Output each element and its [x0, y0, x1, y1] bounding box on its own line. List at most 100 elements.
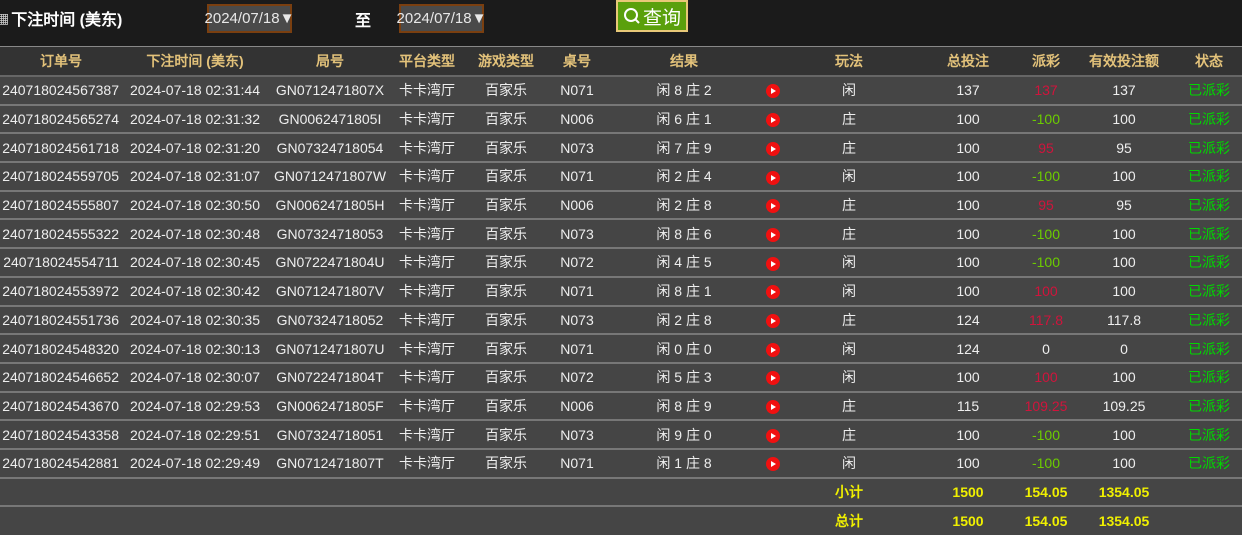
- cell-table-no: N071: [550, 448, 604, 479]
- play-video-icon[interactable]: [766, 141, 780, 156]
- cell-round-no: GN0712471807V: [268, 276, 392, 307]
- cell-game-type: 百家乐: [462, 104, 550, 135]
- play-video-icon[interactable]: [766, 285, 780, 300]
- play-video-icon[interactable]: [766, 428, 780, 443]
- column-header-status: 状态: [1176, 47, 1242, 77]
- table-row: 240718024565274 2024-07-18 02:31:32 GN0062…: [0, 104, 1242, 135]
- date-to-select[interactable]: 2024/07/18 ▼: [397, 4, 487, 33]
- play-video-icon[interactable]: [766, 313, 780, 328]
- cell-result: 闲 7 庄 9: [604, 133, 764, 164]
- table-row: 240718024555322 2024-07-18 02:30:48 GN0732…: [0, 219, 1242, 250]
- cell-platform: 卡卡湾厅: [392, 391, 462, 422]
- cell-round-no: GN07324718052: [268, 305, 392, 336]
- filter-bar: ▦ 下注时间 (美东) 2024/07/18 ▼ 至 2024/07/18 ▼ 查询: [0, 0, 1242, 47]
- cell-bet-type: 庄: [782, 219, 916, 250]
- play-video-icon[interactable]: [766, 400, 780, 415]
- play-video-icon[interactable]: [766, 256, 780, 271]
- cell-round-no: GN0062471805F: [268, 391, 392, 422]
- to-label: 至: [355, 13, 372, 30]
- cell-result: 闲 8 庄 1: [604, 276, 764, 307]
- play-video-icon[interactable]: [766, 170, 780, 185]
- cell-platform: 卡卡湾厅: [392, 305, 462, 336]
- play-video-icon[interactable]: [766, 342, 780, 357]
- search-icon: [623, 8, 640, 24]
- cell-bet-type: 闲: [782, 362, 916, 393]
- cell-platform: 卡卡湾厅: [392, 133, 462, 164]
- cell-valid-bet: 0: [1072, 334, 1176, 364]
- cell-round-no: GN0712471807U: [268, 334, 392, 364]
- date-from-value: 2024/07/18: [204, 10, 280, 27]
- cell-status: 已派彩: [1176, 305, 1242, 336]
- table-row: 240718024548320 2024-07-18 02:30:13 GN0712…: [0, 334, 1242, 364]
- column-header-bet-type: 玩法: [782, 47, 916, 77]
- column-header-round-no: 局号: [268, 47, 392, 77]
- cell-total-bet: 100: [916, 362, 1020, 393]
- cell-bet-time: 2024-07-18 02:30:48: [122, 219, 268, 250]
- table-row: 240718024543670 2024-07-18 02:29:53 GN0062…: [0, 391, 1242, 422]
- query-button[interactable]: 查询: [616, 0, 688, 32]
- table-row: 240718024551736 2024-07-18 02:30:35 GN0732…: [0, 305, 1242, 336]
- column-header-game-type: 游戏类型: [462, 47, 550, 77]
- cell-game-type: 百家乐: [462, 276, 550, 307]
- table-row: 240718024546652 2024-07-18 02:30:07 GN0722…: [0, 362, 1242, 393]
- cell-total-bet: 124: [916, 305, 1020, 336]
- play-video-icon[interactable]: [766, 199, 780, 214]
- cell-payout: -100: [1020, 248, 1072, 278]
- cell-valid-bet: 109.25: [1072, 391, 1176, 422]
- cell-table-no: N006: [550, 104, 604, 135]
- cell-bet-type: 闲: [782, 162, 916, 192]
- cell-payout: 100: [1020, 362, 1072, 393]
- cell-platform: 卡卡湾厅: [392, 420, 462, 450]
- play-video-icon[interactable]: [766, 113, 780, 128]
- cell-status: 已派彩: [1176, 362, 1242, 393]
- cell-video: [764, 162, 782, 192]
- dropdown-arrow-icon: ▼: [279, 10, 295, 27]
- cell-round-no: GN0062471805H: [268, 190, 392, 221]
- cell-total-bet: 124: [916, 334, 1020, 364]
- dropdown-arrow-icon: ▼: [471, 10, 487, 27]
- cell-video: [764, 420, 782, 450]
- play-video-icon[interactable]: [766, 457, 780, 472]
- table-row: 240718024554711 2024-07-18 02:30:45 GN0722…: [0, 248, 1242, 278]
- cell-game-type: 百家乐: [462, 448, 550, 479]
- cell-result: 闲 2 庄 4: [604, 162, 764, 192]
- subtotal-payout: 154.05: [1020, 477, 1072, 508]
- bet-time-label: ▦ 下注时间 (美东): [0, 6, 122, 30]
- play-video-icon[interactable]: [766, 84, 780, 99]
- cell-bet-time: 2024-07-18 02:30:50: [122, 190, 268, 221]
- cell-order-no: 240718024543670: [0, 391, 122, 422]
- table-header: 订单号 下注时间 (美东) 局号 平台类型 游戏类型 桌号 结果 玩法 总投注 派彩 有效投注额 状态: [0, 47, 1242, 77]
- cell-table-no: N071: [550, 162, 604, 192]
- cell-order-no: 240718024565274: [0, 104, 122, 135]
- cell-game-type: 百家乐: [462, 248, 550, 278]
- cell-order-no: 240718024546652: [0, 362, 122, 393]
- cell-game-type: 百家乐: [462, 133, 550, 164]
- play-video-icon[interactable]: [766, 227, 780, 242]
- cell-platform: 卡卡湾厅: [392, 76, 462, 106]
- cell-order-no: 240718024555322: [0, 219, 122, 250]
- date-from-select[interactable]: 2024/07/18 ▼: [204, 4, 295, 33]
- table-row: 240718024553972 2024-07-18 02:30:42 GN0712…: [0, 276, 1242, 307]
- cell-round-no: GN0712471807T: [268, 448, 392, 479]
- cell-order-no: 240718024551736: [0, 305, 122, 336]
- cell-result: 闲 5 庄 3: [604, 362, 764, 393]
- play-video-icon[interactable]: [766, 371, 780, 386]
- table-row: 240718024543358 2024-07-18 02:29:51 GN0732…: [0, 420, 1242, 450]
- cell-result: 闲 2 庄 8: [604, 305, 764, 336]
- cell-round-no: GN0062471805I: [268, 104, 392, 135]
- cell-payout: -100: [1020, 162, 1072, 192]
- cell-payout: 117.8: [1020, 305, 1072, 336]
- cell-platform: 卡卡湾厅: [392, 219, 462, 250]
- grandtotal-label: 总计: [782, 506, 916, 535]
- grandtotal-row: 总计 1500 154.05 1354.05: [0, 506, 1242, 535]
- column-header-bet-time: 下注时间 (美东): [122, 47, 268, 77]
- grandtotal-total-bet: 1500: [916, 506, 1020, 535]
- table-row: 240718024542881 2024-07-18 02:29:49 GN0712…: [0, 448, 1242, 479]
- cell-order-no: 240718024567387: [0, 76, 122, 106]
- subtotal-label: 小计: [782, 477, 916, 508]
- cell-bet-type: 庄: [782, 305, 916, 336]
- cell-video: [764, 248, 782, 278]
- cell-platform: 卡卡湾厅: [392, 276, 462, 307]
- cell-order-no: 240718024542881: [0, 448, 122, 479]
- cell-payout: 95: [1020, 190, 1072, 221]
